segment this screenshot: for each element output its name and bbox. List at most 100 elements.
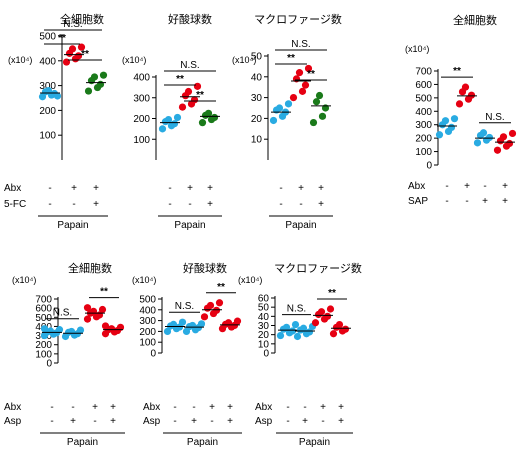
data-point (197, 320, 206, 328)
data-point (450, 115, 459, 123)
y-tick-label: 0 (46, 359, 52, 370)
significance-label: N.S. (63, 19, 82, 30)
condition-value: + (482, 196, 488, 207)
significance-label: N.S. (485, 112, 504, 123)
data-point (101, 322, 110, 330)
data-point (455, 100, 464, 108)
condition-row-label: Abx (4, 402, 21, 413)
y-tick-label: 0 (263, 349, 269, 360)
data-point (461, 83, 470, 91)
data-point (305, 328, 314, 336)
condition-value: + (187, 183, 193, 194)
data-point (499, 133, 508, 141)
data-point (298, 87, 307, 95)
data-point (53, 92, 62, 100)
significance-label: N.S. (291, 39, 310, 50)
data-point (55, 326, 64, 334)
data-point (485, 133, 494, 142)
y-tick-label: 100 (35, 349, 52, 360)
condition-value: - (50, 416, 53, 427)
condition-value: + (338, 402, 344, 413)
y-tick-label: 10 (258, 339, 270, 350)
condition-value: - (279, 199, 282, 210)
condition-value: + (207, 199, 213, 210)
data-point (99, 71, 108, 79)
data-point (178, 103, 187, 111)
data-point (289, 94, 298, 102)
condition-value: - (71, 402, 74, 413)
chart-title: マクロファージ数 (254, 13, 342, 26)
y-tick-label: 400 (133, 73, 150, 84)
significance-label: ** (217, 282, 225, 293)
condition-value: + (464, 181, 470, 192)
condition-value: + (70, 416, 76, 427)
condition-value: - (93, 416, 96, 427)
condition-value: + (338, 416, 344, 427)
data-point (96, 80, 105, 88)
data-point (309, 118, 318, 127)
data-point (83, 315, 92, 323)
y-unit-label: (x10⁴) (232, 55, 256, 65)
papain-label: Papain (67, 437, 98, 448)
condition-value: - (465, 196, 468, 207)
chart-title: 全細胞数 (60, 12, 104, 26)
condition-value: + (318, 199, 324, 210)
condition-value: - (48, 183, 51, 194)
y-tick-label: 100 (415, 147, 432, 158)
condition-value: - (48, 199, 51, 210)
data-point (184, 87, 193, 96)
y-tick-label: 500 (35, 313, 52, 324)
papain-label: Papain (174, 220, 205, 231)
y-tick-label: 20 (251, 114, 263, 125)
condition-value: - (445, 196, 448, 207)
condition-value: - (50, 402, 53, 413)
y-tick-label: 400 (39, 56, 56, 67)
y-tick-label: 200 (35, 340, 52, 351)
condition-value: + (502, 196, 508, 207)
y-tick-label: 700 (415, 67, 432, 78)
data-point (170, 120, 179, 128)
condition-value: + (298, 183, 304, 194)
data-point (318, 112, 327, 120)
chart-title: 全細胞数 (68, 261, 112, 275)
data-point (447, 123, 456, 131)
data-point (204, 109, 213, 117)
chart-title: 全細胞数 (453, 13, 497, 27)
papain-label: Papain (299, 437, 330, 448)
condition-value: - (286, 416, 289, 427)
data-point (276, 331, 285, 340)
y-unit-label: (x10⁴) (405, 44, 429, 54)
data-point (98, 305, 107, 314)
data-point (107, 325, 116, 333)
significance-label: ** (81, 49, 89, 60)
condition-row-label: 5-FC (4, 199, 26, 210)
condition-value: + (227, 416, 233, 427)
condition-value: - (168, 183, 171, 194)
data-point (77, 43, 86, 51)
y-tick-label: 0 (426, 161, 432, 172)
condition-row-label: SAP (408, 196, 428, 207)
condition-row-label: Abx (143, 402, 160, 413)
y-tick-label: 30 (258, 321, 270, 332)
condition-value: - (173, 416, 176, 427)
y-tick-label: 100 (133, 135, 150, 146)
chart-title: 好酸球数 (168, 12, 212, 26)
data-point (299, 324, 308, 332)
condition-value: + (93, 183, 99, 194)
y-tick-label: 700 (35, 295, 52, 306)
data-point (508, 129, 517, 138)
significance-label: ** (58, 33, 66, 44)
data-point (74, 52, 83, 60)
data-point (329, 330, 338, 338)
data-point (163, 327, 172, 335)
data-point (505, 139, 514, 148)
data-point (315, 91, 324, 100)
y-tick-label: 500 (139, 295, 156, 306)
data-point (311, 319, 320, 327)
condition-value: - (286, 402, 289, 413)
significance-label: N.S. (175, 301, 194, 312)
condition-value: - (483, 181, 486, 192)
y-unit-label: (x10⁴) (238, 275, 262, 285)
data-point (200, 313, 209, 321)
data-point (68, 45, 77, 53)
